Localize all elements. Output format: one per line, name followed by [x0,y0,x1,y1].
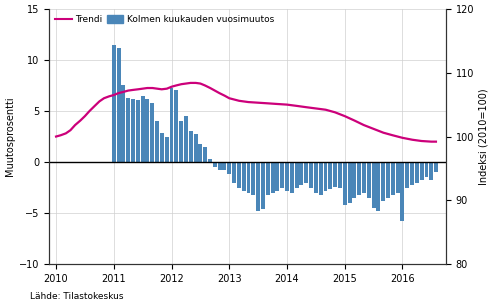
Text: Lähde: Tilastokeskus: Lähde: Tilastokeskus [30,292,123,301]
Bar [184,116,188,162]
Bar [242,162,246,191]
Bar [348,162,352,203]
Bar [276,162,280,191]
Bar [246,162,250,193]
Bar [261,162,265,209]
Bar [362,162,366,193]
Bar [314,162,318,193]
Bar [323,162,327,191]
Bar [208,159,212,162]
Bar [112,45,116,162]
Bar [343,162,347,205]
Bar [318,162,322,195]
Bar [203,147,207,162]
Bar [333,162,337,187]
Bar [126,98,130,162]
Bar [251,162,255,195]
Bar [386,162,390,198]
Bar [434,162,438,172]
Bar [131,99,135,162]
Legend: Trendi, Kolmen kuukauden vuosimuutos: Trendi, Kolmen kuukauden vuosimuutos [54,13,276,26]
Bar [194,134,198,162]
Bar [271,162,275,193]
Bar [117,48,121,162]
Bar [357,162,361,195]
Bar [381,162,385,201]
Bar [377,162,381,211]
Bar [141,96,144,162]
Bar [179,121,183,162]
Bar [410,162,414,185]
Bar [295,162,299,188]
Y-axis label: Indeksi (2010=100): Indeksi (2010=100) [478,88,488,185]
Bar [237,162,241,188]
Bar [396,162,400,193]
Bar [391,162,395,195]
Bar [145,99,149,162]
Bar [429,162,433,181]
Bar [198,144,202,162]
Bar [213,162,217,167]
Bar [256,162,260,211]
Bar [290,162,294,193]
Bar [372,162,376,208]
Bar [405,162,409,188]
Bar [136,100,140,162]
Bar [415,162,419,182]
Bar [222,162,226,170]
Bar [424,162,428,178]
Bar [367,162,371,198]
Bar [420,162,423,181]
Bar [309,162,313,188]
Bar [400,162,404,221]
Bar [304,162,308,182]
Bar [266,162,270,195]
Bar [352,162,356,198]
Bar [121,85,125,162]
Bar [150,103,154,162]
Bar [232,162,236,182]
Bar [227,162,231,174]
Bar [189,131,193,162]
Bar [175,90,178,162]
Bar [160,133,164,162]
Bar [328,162,332,188]
Bar [338,162,342,188]
Bar [165,136,169,162]
Bar [280,162,284,188]
Bar [217,162,221,170]
Bar [285,162,289,191]
Bar [155,121,159,162]
Bar [299,162,303,185]
Y-axis label: Muutosprosentti: Muutosprosentti [5,97,15,176]
Bar [170,88,174,162]
